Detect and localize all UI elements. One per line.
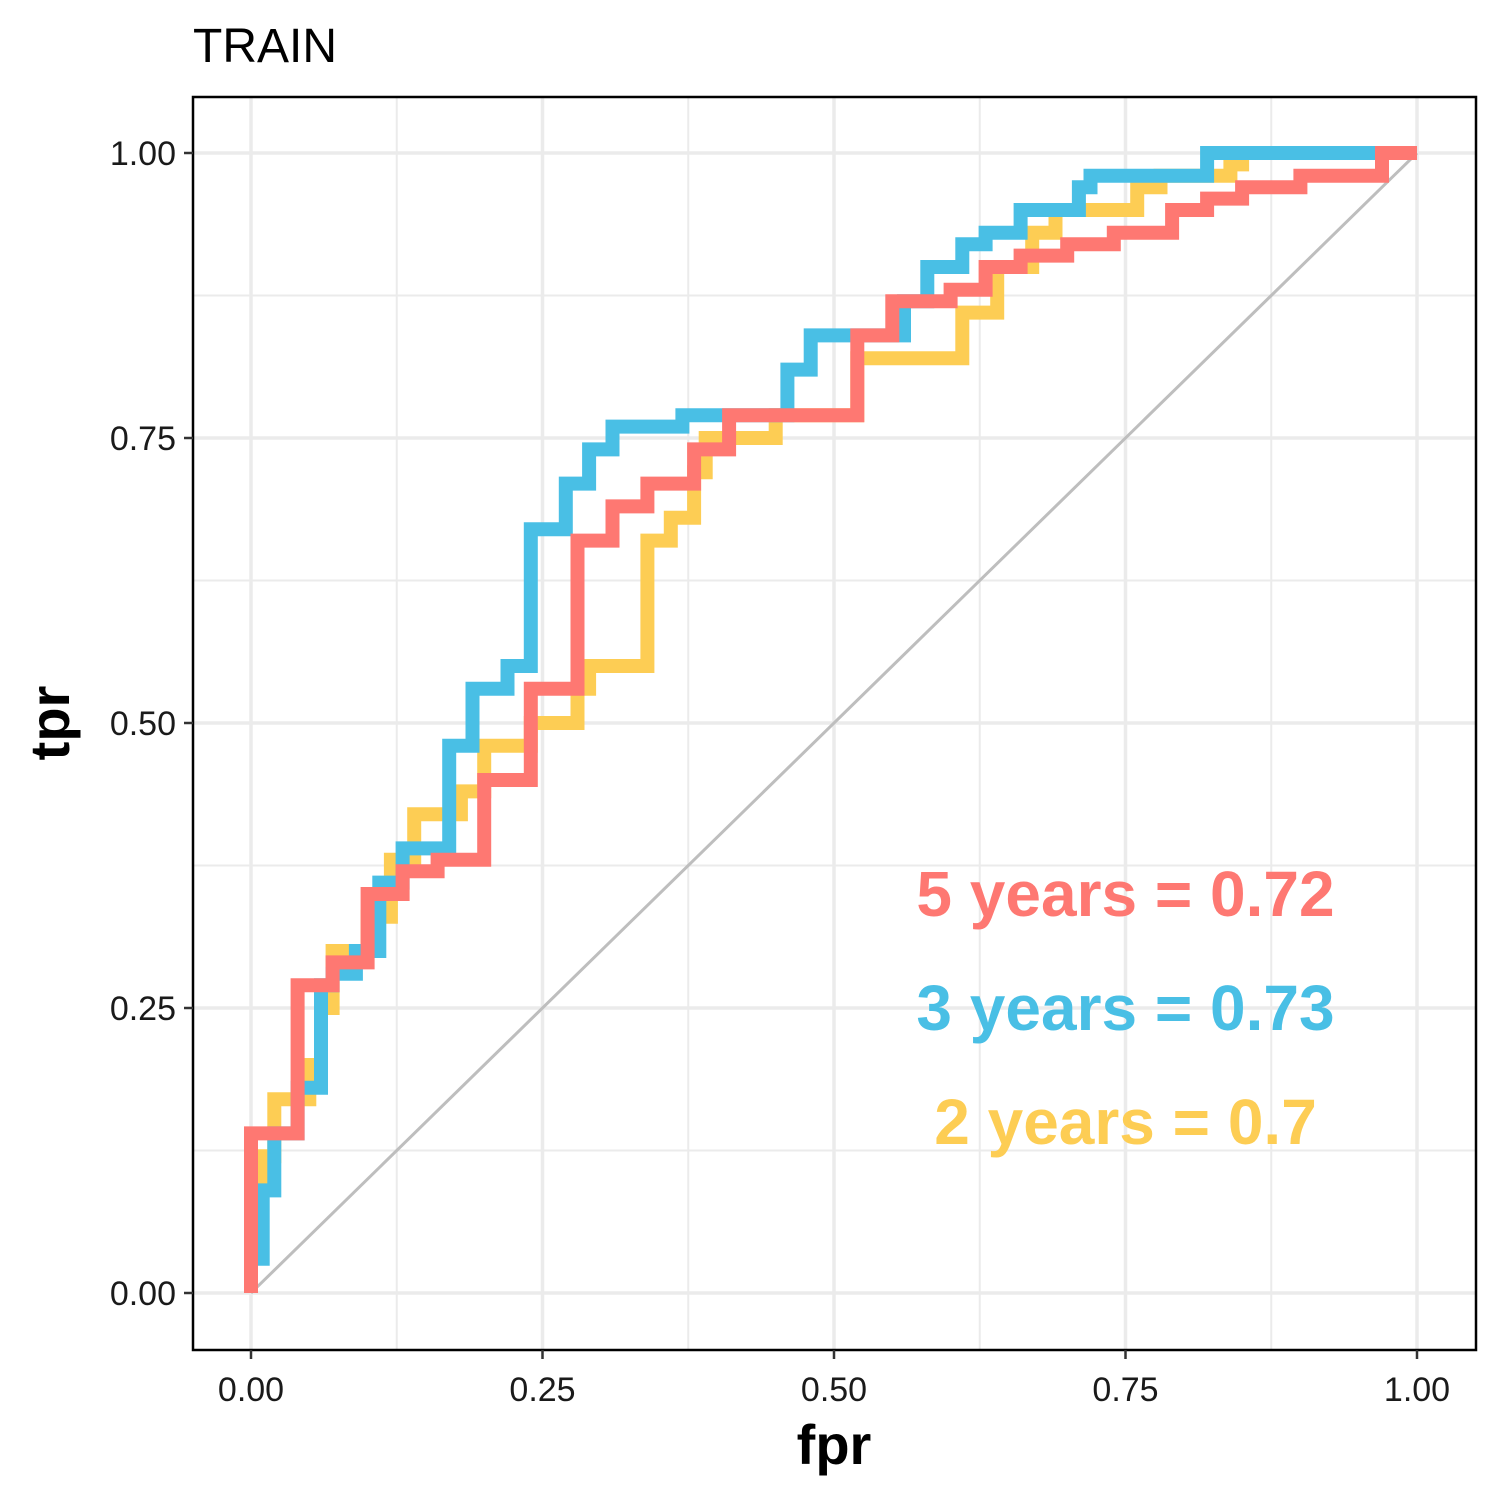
x-tick-label: 0.50 [801,1371,867,1409]
x-tick-label: 1.00 [1384,1371,1450,1409]
auc-annotations: 5 years = 0.72 3 years = 0.73 2 years = 0.… [916,858,1334,1158]
x-axis: 0.00 0.25 0.50 0.75 1.00 [218,1350,1450,1409]
y-tick-label: 0.00 [110,1275,176,1313]
series-layer [244,146,1417,1293]
x-tick-label: 0.00 [218,1371,284,1409]
roc-line-5-years [244,146,1417,1293]
x-axis-label: fpr [797,1413,872,1476]
y-tick-label: 0.25 [110,990,176,1028]
diagonal-reference-line [249,151,1419,1295]
x-tick-label: 0.75 [1092,1371,1158,1409]
y-axis: 0.00 0.25 0.50 0.75 1.00 [110,135,193,1313]
y-tick-label: 1.00 [110,135,176,173]
y-axis-label: tpr [18,686,81,761]
y-tick-label: 0.50 [110,705,176,743]
chart-title: TRAIN [193,20,337,73]
auc-label: 3 years = 0.73 [916,972,1334,1044]
x-tick-label: 0.25 [509,1371,575,1409]
auc-label: 2 years = 0.7 [934,1086,1317,1158]
y-tick-label: 0.75 [110,420,176,458]
auc-label: 5 years = 0.72 [916,858,1334,930]
